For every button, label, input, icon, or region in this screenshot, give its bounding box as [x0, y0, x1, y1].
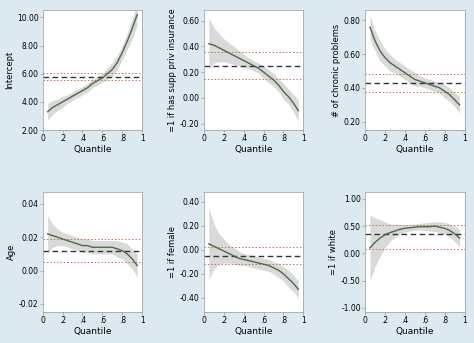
Y-axis label: =1 if has supp priv insurance: =1 if has supp priv insurance — [168, 8, 177, 132]
X-axis label: Quantile: Quantile — [395, 145, 434, 154]
Y-axis label: # of chronic problems: # of chronic problems — [332, 24, 341, 117]
Y-axis label: =1 if white: =1 if white — [329, 229, 338, 275]
Y-axis label: Intercept: Intercept — [5, 51, 14, 89]
X-axis label: Quantile: Quantile — [73, 327, 112, 336]
Y-axis label: =1 if female: =1 if female — [168, 226, 177, 278]
X-axis label: Quantile: Quantile — [395, 327, 434, 336]
X-axis label: Quantile: Quantile — [234, 327, 273, 336]
X-axis label: Quantile: Quantile — [234, 145, 273, 154]
X-axis label: Quantile: Quantile — [73, 145, 112, 154]
Y-axis label: Age: Age — [7, 244, 16, 260]
